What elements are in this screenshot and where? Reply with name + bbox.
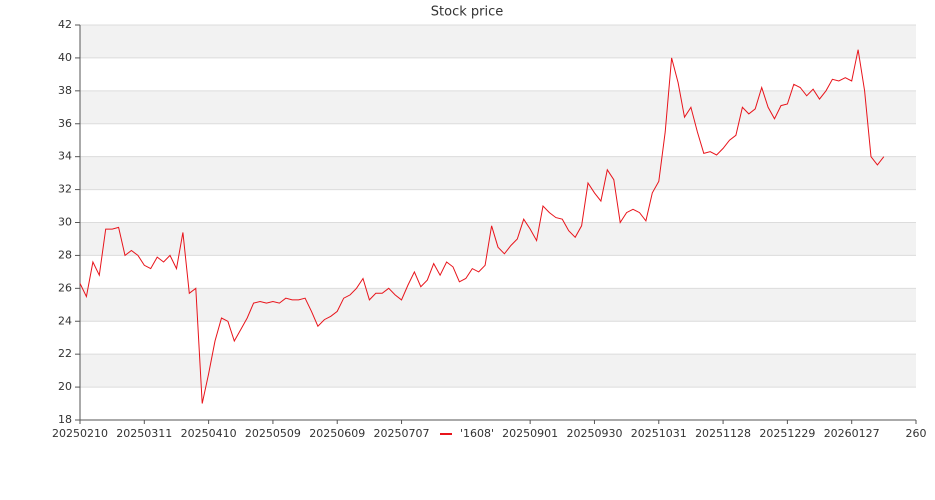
y-tick-label: 40 [58, 51, 72, 64]
x-tick-label: 20250707 [374, 427, 430, 440]
grid-band [80, 288, 916, 322]
x-tick-label: 20250609 [309, 427, 365, 440]
y-tick-label: 36 [58, 117, 72, 130]
y-tick-label: 38 [58, 84, 72, 97]
legend-bg [436, 426, 498, 442]
x-tick-label: 20250410 [181, 427, 237, 440]
x-tick-label: 20260127 [824, 427, 880, 440]
legend-label: '1608' [460, 427, 494, 440]
x-tick-label: 20250901 [502, 427, 558, 440]
grid-band [80, 156, 916, 190]
grid-band [80, 25, 916, 58]
grid-band [80, 90, 916, 124]
y-tick-label: 22 [58, 347, 72, 360]
chart-title: Stock price [431, 5, 503, 20]
grid-band [80, 354, 916, 388]
y-tick-label: 34 [58, 150, 72, 163]
x-tick-label: 260 [906, 427, 927, 440]
y-tick-label: 28 [58, 248, 72, 261]
x-tick-label: 20251229 [759, 427, 815, 440]
y-tick-label: 18 [58, 413, 72, 426]
x-tick-label: 20250311 [116, 427, 172, 440]
y-tick-label: 32 [58, 183, 72, 196]
y-tick-label: 30 [58, 216, 72, 229]
x-tick-label: 20250509 [245, 427, 301, 440]
grid-band [80, 222, 916, 256]
x-tick-label: 20251031 [631, 427, 687, 440]
x-tick-label: 20250930 [566, 427, 622, 440]
y-tick-label: 20 [58, 380, 72, 393]
y-tick-label: 24 [58, 314, 72, 327]
x-tick-label: 20251128 [695, 427, 751, 440]
price-line [79, 49, 885, 404]
y-tick-label: 42 [58, 18, 72, 31]
y-tick-label: 26 [58, 281, 72, 294]
x-tick-label: 20250210 [52, 427, 108, 440]
